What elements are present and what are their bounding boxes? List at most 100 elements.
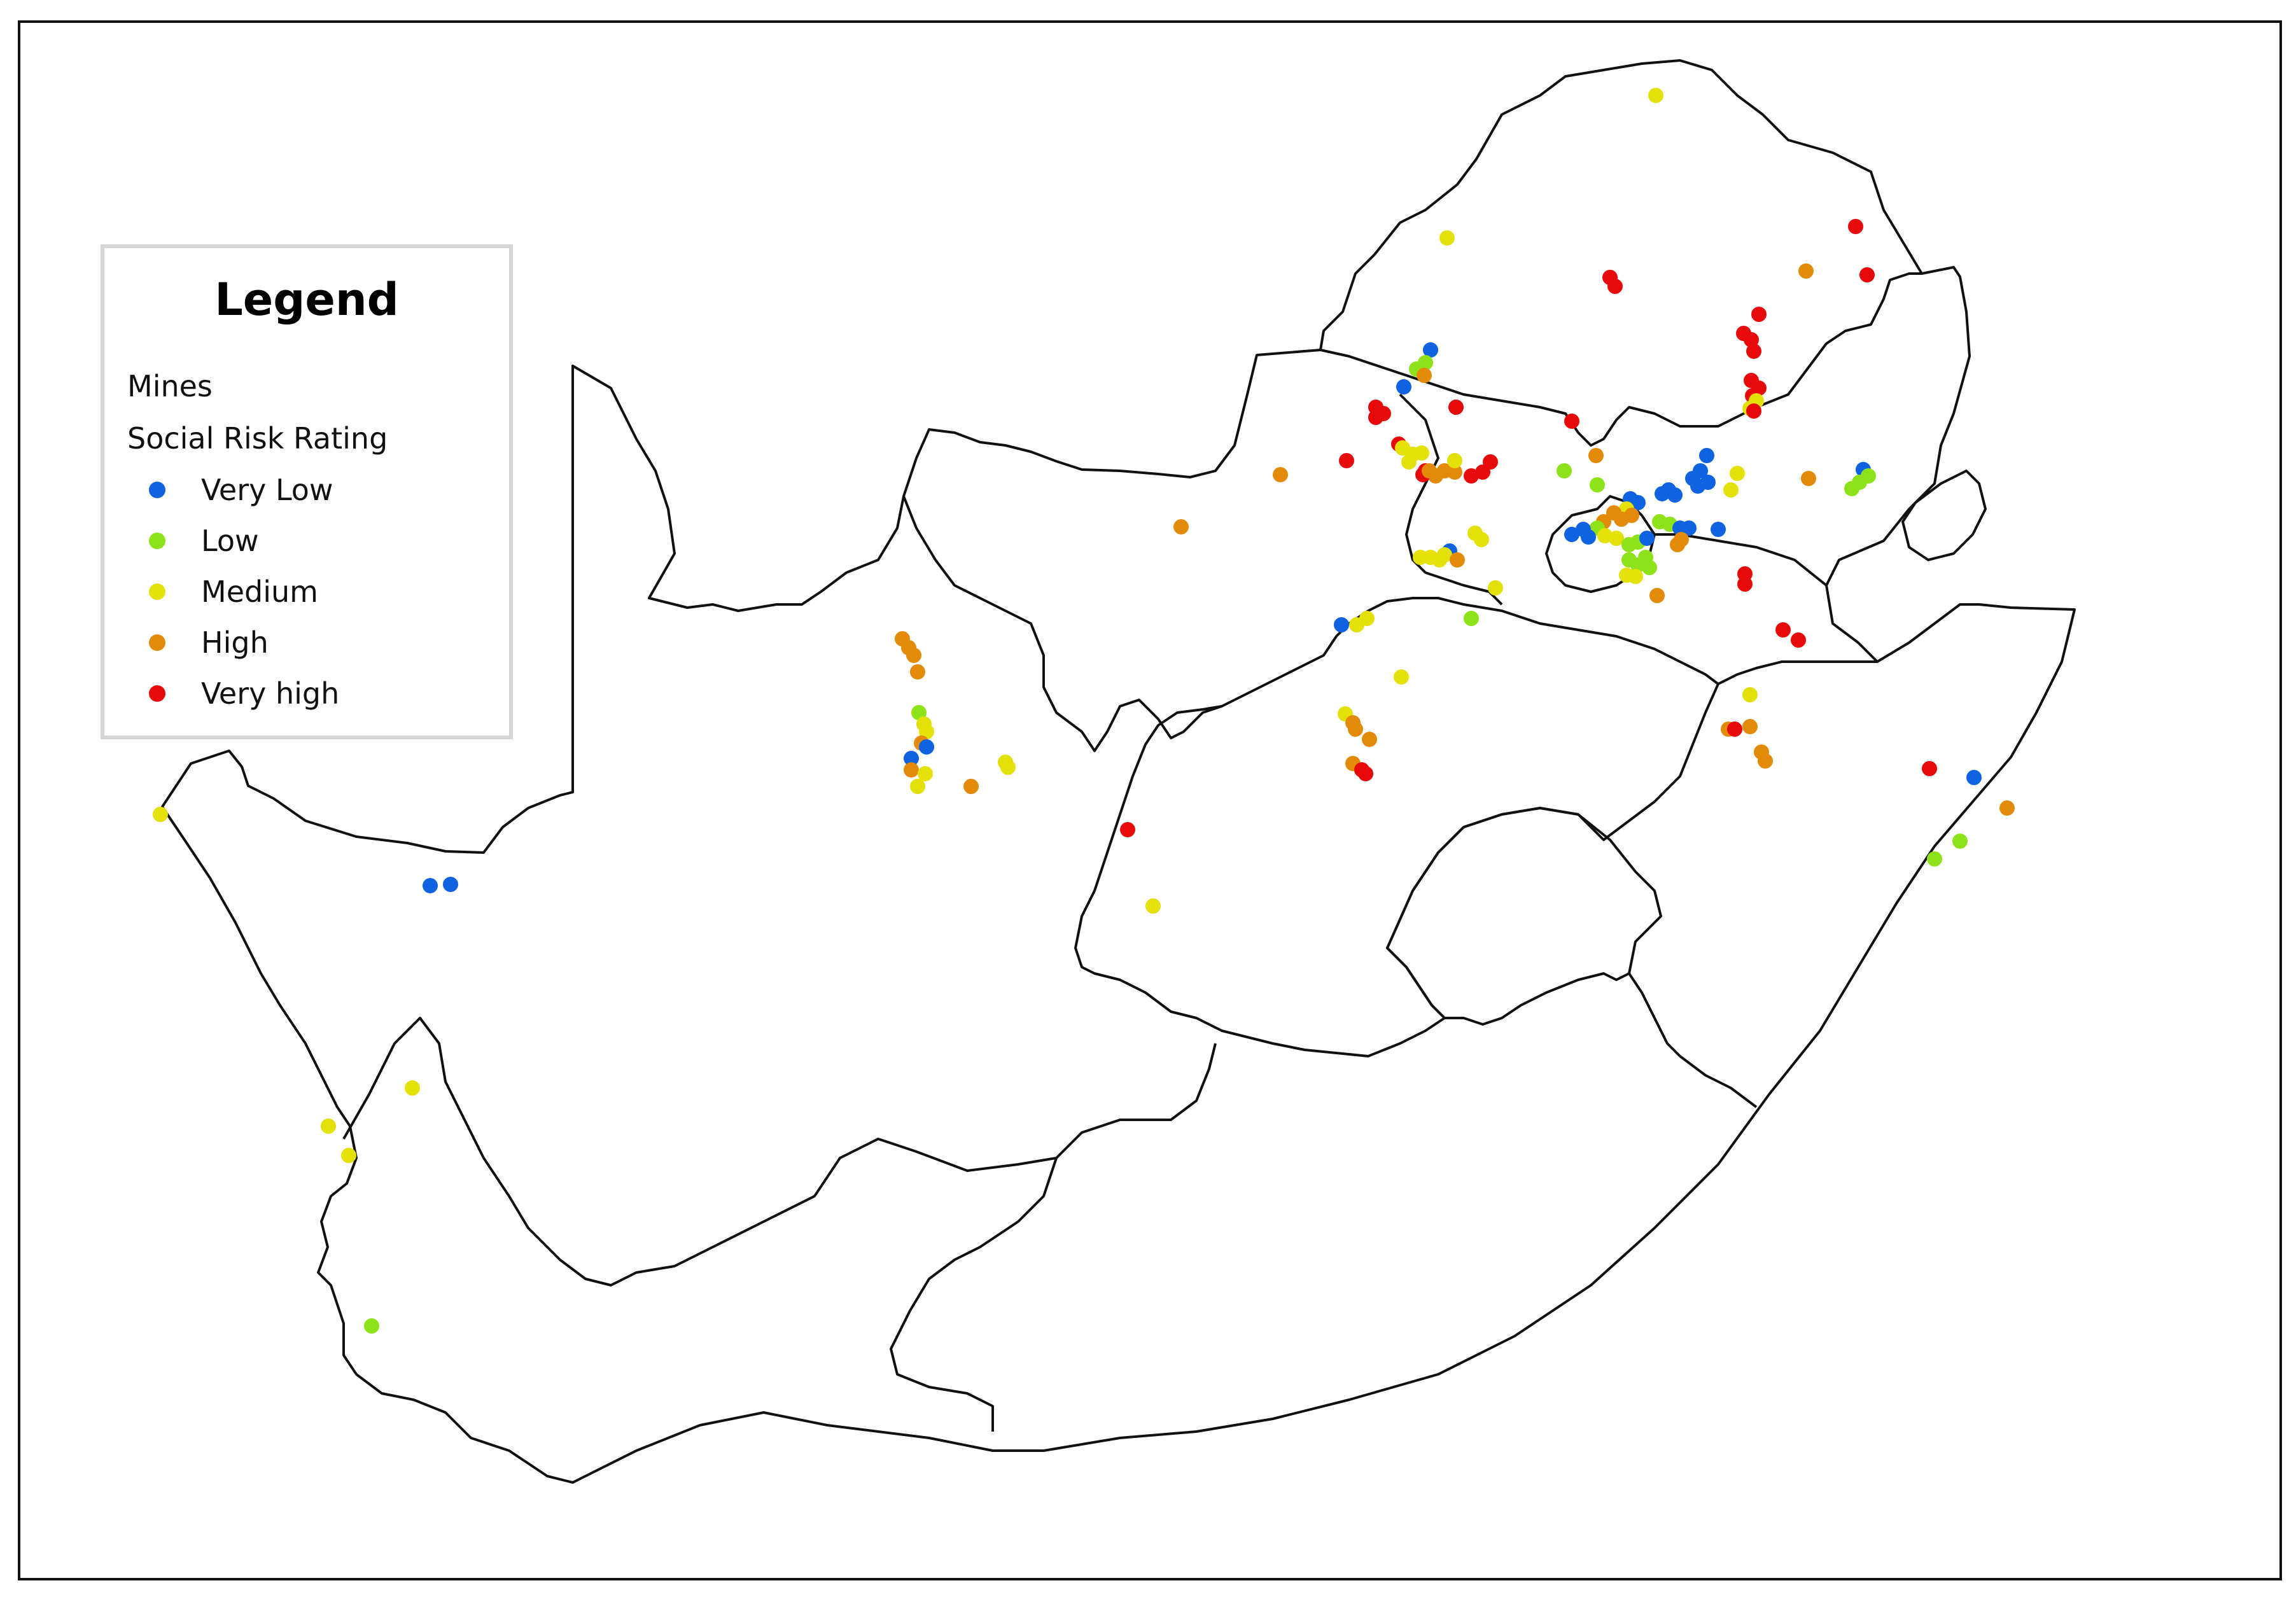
legend-dot-very-low [149, 482, 165, 498]
mine-point [1667, 487, 1683, 503]
mine-point [1464, 611, 1479, 626]
mine-point [1564, 527, 1579, 542]
mine-point [1483, 454, 1498, 470]
boundary-wc-ec [890, 1157, 1058, 1432]
legend-item-very-low: Very Low [149, 471, 333, 509]
mine-point [1844, 481, 1859, 496]
mine-point [1751, 307, 1767, 322]
mine-point [918, 766, 933, 781]
mine-point [405, 1080, 420, 1096]
mine-point [1173, 519, 1189, 534]
mine-point [1744, 332, 1759, 347]
mine-point [1742, 719, 1758, 734]
mine-point [1437, 547, 1452, 562]
mine-point [1801, 471, 1816, 486]
mine-point [1711, 522, 1726, 537]
mine-point [1966, 770, 1982, 785]
mine-point [1564, 414, 1579, 429]
mine-point [1723, 482, 1739, 498]
mine-point [1927, 851, 1942, 867]
mine-point [1358, 766, 1373, 781]
boundary-nc-nw [902, 496, 1235, 752]
mine-point [1401, 454, 1417, 470]
mine-point [1394, 669, 1409, 685]
legend-label-medium: Medium [201, 575, 318, 609]
mine-point [321, 1119, 336, 1134]
boundary-nw-fs [1399, 393, 1503, 606]
mine-point [1348, 722, 1363, 737]
mine-point [1619, 568, 1634, 583]
mine-point [1447, 464, 1462, 480]
mine-point [1690, 478, 1705, 494]
eswatini-outline [1901, 470, 1987, 561]
mine-point [1439, 230, 1455, 246]
mine-point [1642, 560, 1657, 575]
legend-item-medium: Medium [149, 573, 318, 611]
lesotho-outline [1386, 807, 1662, 1026]
legend-dot-high [149, 634, 165, 651]
mine-point [1359, 611, 1375, 626]
mine-point [910, 664, 925, 680]
mine-point [1334, 617, 1349, 632]
legend-panel: Legend Mines Social Risk Rating Very Low… [101, 244, 513, 739]
boundary-fs-kzn [1718, 660, 1877, 685]
mine-point [1120, 822, 1135, 837]
legend-item-low: Low [149, 522, 259, 560]
mine-point [1681, 520, 1697, 536]
mine-point [1655, 486, 1670, 501]
mine-point [1742, 687, 1758, 702]
mine-point [904, 762, 919, 778]
legend-dot-very-high [149, 685, 165, 702]
mine-point [1368, 410, 1383, 425]
legend-dot-low [149, 533, 165, 549]
boundary-nc-wc [342, 1017, 1217, 1287]
mine-point [1746, 403, 1761, 419]
mine-point [423, 878, 438, 893]
mine-point [1447, 453, 1462, 468]
mine-point [963, 779, 979, 794]
boundary-free-state [1074, 597, 1719, 1057]
mine-point [906, 648, 921, 663]
legend-item-very-high: Very high [149, 674, 339, 713]
mine-point [1339, 453, 1354, 468]
mine-point [1758, 753, 1773, 769]
mine-point [1859, 267, 1875, 282]
country-outline [161, 59, 2076, 1484]
mine-point [153, 807, 168, 822]
legend-layer-name: Mines [127, 369, 213, 403]
mine-point [1775, 622, 1791, 638]
map-frame [18, 20, 2282, 1580]
mine-point [1746, 344, 1761, 359]
mine-point [364, 1318, 379, 1334]
mine-point [1590, 477, 1605, 492]
mine-point [1648, 88, 1663, 103]
mine-point [1607, 279, 1623, 294]
mine-point [1557, 463, 1572, 478]
mine-point [1848, 219, 1863, 234]
mine-point [1791, 632, 1806, 648]
mine-point [1145, 898, 1161, 914]
mine-point [1649, 588, 1665, 603]
mine-point [1450, 552, 1465, 568]
mine-point [1423, 342, 1438, 358]
mine-point [1413, 550, 1428, 565]
boundary-limpopo [1320, 272, 1922, 447]
mine-point [1362, 732, 1377, 747]
legend-label-low: Low [201, 524, 259, 558]
mine-point [1639, 531, 1655, 546]
mine-point [1606, 505, 1621, 520]
legend-title: Legend [214, 274, 399, 326]
mine-point [1414, 445, 1429, 461]
mine-point [1588, 448, 1604, 463]
mine-point [1273, 467, 1288, 482]
legend-label-high: High [201, 625, 269, 660]
mine-point [1630, 495, 1646, 510]
mine-point [1474, 532, 1489, 547]
mine-point [1448, 400, 1464, 415]
mine-point [1670, 537, 1685, 552]
mine-points [153, 88, 2015, 1334]
mine-point [1000, 760, 1016, 775]
mine-point [911, 705, 927, 720]
mine-point [1999, 800, 2015, 816]
